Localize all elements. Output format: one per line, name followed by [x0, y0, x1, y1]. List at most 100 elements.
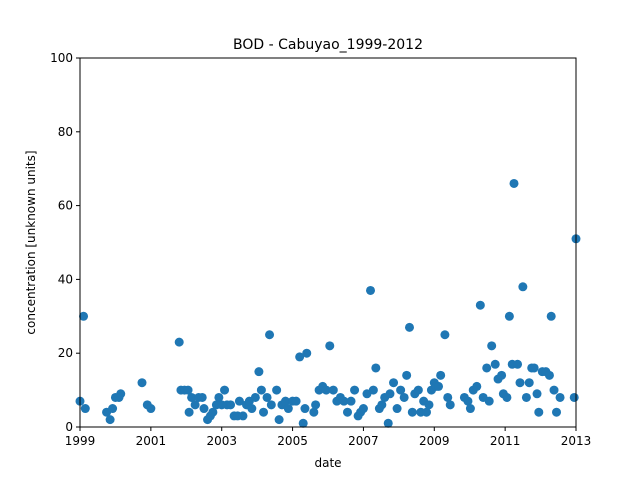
data-point-2 — [80, 404, 90, 414]
data-point-109 — [482, 363, 492, 373]
y-tick-label-0: 0 — [65, 420, 73, 434]
data-point-84 — [399, 392, 409, 402]
data-point-87 — [407, 407, 417, 417]
data-point-33 — [234, 396, 244, 406]
data-point-39 — [254, 367, 264, 377]
data-point-114 — [497, 370, 507, 380]
data-point-86 — [404, 322, 414, 332]
data-point-131 — [544, 370, 554, 380]
data-point-9 — [137, 378, 147, 388]
data-point-80 — [385, 389, 395, 399]
data-point-110 — [484, 396, 494, 406]
data-point-92 — [421, 407, 431, 417]
data-point-30 — [226, 400, 236, 410]
data-point-79 — [383, 418, 393, 428]
data-point-122 — [518, 282, 528, 292]
data-point-98 — [436, 370, 446, 380]
data-point-20 — [197, 392, 207, 402]
data-point-123 — [521, 392, 531, 402]
data-point-67 — [346, 396, 356, 406]
data-point-128 — [534, 407, 544, 417]
data-point-65 — [339, 396, 349, 406]
x-tick-label-3: 2005 — [277, 434, 308, 448]
data-point-5 — [108, 404, 118, 414]
data-point-121 — [515, 378, 525, 388]
data-point-71 — [358, 404, 368, 414]
data-point-37 — [247, 404, 257, 414]
x-tick-label-4: 2007 — [348, 434, 379, 448]
x-tick-label-2: 2003 — [206, 434, 237, 448]
x-tick-label-1: 2001 — [136, 434, 167, 448]
data-point-1 — [79, 311, 89, 321]
data-point-74 — [368, 385, 378, 395]
data-point-68 — [350, 385, 360, 395]
data-point-48 — [280, 396, 290, 406]
data-point-83 — [396, 385, 406, 395]
y-tick-label-1: 20 — [58, 346, 73, 360]
data-point-97 — [434, 381, 444, 391]
data-point-60 — [321, 385, 331, 395]
data-point-24 — [208, 407, 218, 417]
data-point-46 — [274, 415, 284, 425]
data-point-34 — [238, 411, 248, 421]
data-point-41 — [259, 407, 269, 417]
data-point-42 — [262, 392, 272, 402]
data-point-49 — [283, 404, 293, 414]
data-point-101 — [445, 400, 455, 410]
data-point-45 — [272, 385, 282, 395]
data-point-75 — [371, 363, 381, 373]
data-point-44 — [266, 400, 276, 410]
data-point-93 — [424, 400, 434, 410]
data-point-54 — [300, 404, 310, 414]
data-point-112 — [490, 359, 500, 369]
data-point-21 — [199, 404, 209, 414]
data-point-73 — [366, 285, 376, 295]
data-point-15 — [183, 385, 193, 395]
data-point-12 — [174, 337, 184, 347]
data-point-124 — [524, 378, 534, 388]
data-point-99 — [440, 330, 450, 340]
chart-title: BOD - Cabuyao_1999-2012 — [233, 37, 423, 53]
data-point-26 — [214, 392, 224, 402]
y-axis-ticks: 0 20 40 60 80 100 — [50, 51, 80, 434]
data-point-53 — [298, 418, 308, 428]
data-point-119 — [509, 178, 519, 188]
data-point-136 — [569, 392, 579, 402]
data-point-126 — [529, 363, 539, 373]
data-point-17 — [187, 392, 197, 402]
data-point-133 — [549, 385, 559, 395]
data-point-16 — [184, 407, 194, 417]
data-point-62 — [328, 385, 338, 395]
data-point-106 — [472, 381, 482, 391]
x-tick-label-6: 2011 — [490, 434, 521, 448]
data-point-107 — [475, 300, 485, 310]
x-tick-label-7: 2013 — [561, 434, 592, 448]
data-point-66 — [342, 407, 352, 417]
data-point-4 — [105, 415, 115, 425]
data-point-81 — [389, 378, 399, 388]
data-point-89 — [413, 385, 423, 395]
data-point-82 — [392, 404, 402, 414]
data-point-61 — [325, 341, 335, 351]
x-tick-label-0: 1999 — [65, 434, 96, 448]
y-tick-label-2: 40 — [58, 272, 73, 286]
data-point-40 — [256, 385, 266, 395]
y-axis-label: concentration [unknown units] — [24, 150, 38, 334]
plot-frame — [79, 57, 577, 428]
data-point-127 — [532, 389, 542, 399]
data-points — [75, 178, 581, 428]
data-point-38 — [250, 392, 260, 402]
data-point-134 — [552, 407, 562, 417]
data-point-8 — [116, 389, 126, 399]
data-point-116 — [502, 392, 512, 402]
data-point-135 — [555, 392, 565, 402]
data-point-111 — [487, 341, 497, 351]
data-point-104 — [465, 404, 475, 414]
data-point-56 — [309, 407, 319, 417]
data-point-52 — [295, 352, 305, 362]
data-point-11 — [146, 404, 156, 414]
data-point-100 — [443, 392, 453, 402]
data-point-43 — [265, 330, 275, 340]
